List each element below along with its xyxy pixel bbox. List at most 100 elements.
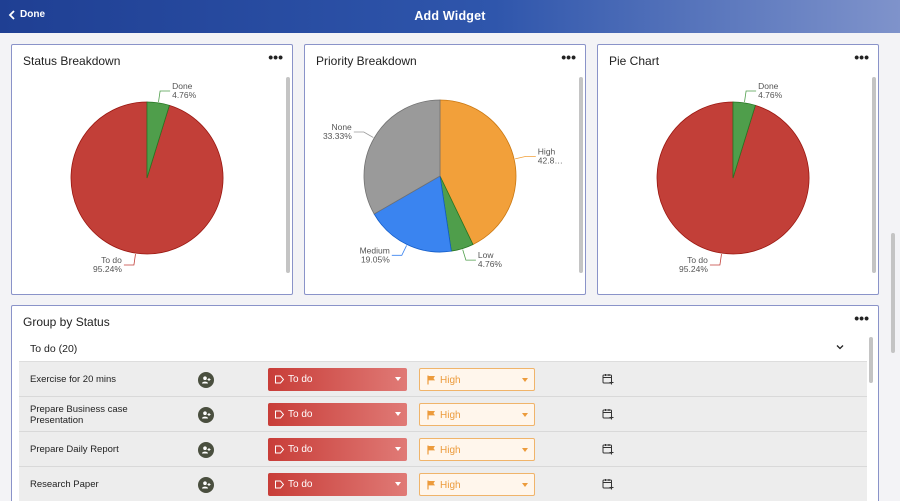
group-label: To do (20)	[30, 343, 78, 355]
pie-slice-medium[interactable]	[373, 175, 452, 253]
chevron-left-icon	[8, 9, 15, 20]
priority-dropdown[interactable]: High	[419, 438, 535, 461]
status-value: To do	[288, 374, 313, 385]
priority-value: High	[440, 480, 461, 491]
tag-icon	[275, 375, 284, 384]
table-row[interactable]: Prepare Business case Presentation To do H…	[19, 397, 867, 432]
table-row[interactable]: Research Paper To do High	[19, 467, 867, 501]
slice-label: To do	[687, 255, 708, 265]
status-dropdown[interactable]: To do	[268, 403, 407, 426]
slice-value: 4.76%	[758, 90, 783, 100]
tag-icon	[275, 480, 284, 489]
assignee-button[interactable]	[198, 372, 214, 388]
caret-down-icon	[395, 447, 401, 451]
priority-dropdown[interactable]: High	[419, 368, 535, 391]
leader-line	[158, 90, 171, 102]
leader-line	[123, 254, 136, 266]
calendar-add-icon[interactable]	[602, 478, 614, 490]
priority-value: High	[440, 375, 461, 386]
slice-value: 33.33%	[323, 131, 352, 141]
slice-value: 4.76%	[172, 90, 197, 100]
scrollbar[interactable]	[286, 77, 290, 273]
priority-dropdown[interactable]: High	[419, 473, 535, 496]
page-scrollbar[interactable]	[891, 233, 895, 353]
slice-value: 95.24%	[93, 264, 122, 274]
scrollbar[interactable]	[872, 77, 876, 273]
task-name[interactable]: Exercise for 20 mins	[30, 374, 117, 385]
caret-down-icon	[395, 482, 401, 486]
add-assignee-icon	[202, 376, 211, 384]
slice-value: 19.05%	[361, 254, 390, 264]
page-title: Add Widget	[414, 9, 486, 23]
table-row[interactable]: Prepare Daily Report To do High	[19, 432, 867, 467]
widget-priority-breakdown: Priority Breakdown ••• High 42.8… Low 4.76%…	[304, 44, 586, 295]
leader-line	[462, 249, 476, 261]
widget-title: Group by Status	[23, 315, 110, 329]
widget-title: Status Breakdown	[23, 54, 121, 68]
caret-down-icon	[522, 413, 528, 417]
widget-menu-button[interactable]: •••	[561, 49, 576, 65]
task-name[interactable]: Prepare Business case Presentation	[30, 404, 128, 426]
group-header-todo[interactable]: To do (20)	[19, 336, 867, 362]
slice-value: 4.76%	[478, 259, 503, 269]
tag-icon	[275, 445, 284, 454]
done-button[interactable]: Done	[8, 9, 45, 20]
slice-label: To do	[101, 255, 122, 265]
chevron-down-icon[interactable]	[835, 342, 845, 352]
status-dropdown[interactable]: To do	[268, 368, 407, 391]
task-name[interactable]: Prepare Daily Report	[30, 444, 119, 455]
table-row[interactable]: Exercise for 20 mins To do High	[19, 362, 867, 397]
task-name[interactable]: Research Paper	[30, 479, 99, 490]
pie-slice-none[interactable]	[363, 99, 441, 215]
slice-label: None	[331, 122, 352, 132]
priority-value: High	[440, 445, 461, 456]
status-value: To do	[288, 479, 313, 490]
widget-title: Priority Breakdown	[316, 54, 417, 68]
caret-down-icon	[522, 483, 528, 487]
slice-label: Done	[172, 81, 193, 91]
slice-label: Low	[478, 250, 494, 260]
leader-line	[515, 156, 536, 160]
assignee-button[interactable]	[198, 442, 214, 458]
assignee-button[interactable]	[198, 477, 214, 493]
list-scrollbar[interactable]	[869, 337, 873, 383]
tag-icon	[275, 410, 284, 419]
slice-label: Medium	[360, 245, 390, 255]
priority-dropdown[interactable]: High	[419, 403, 535, 426]
slice-label: Done	[758, 81, 779, 91]
add-assignee-icon	[202, 446, 211, 454]
flag-icon	[427, 375, 435, 385]
leader-line	[744, 90, 757, 102]
assignee-button[interactable]	[198, 407, 214, 423]
top-bar: Done Add Widget	[0, 0, 900, 33]
widget-pie-chart: Pie Chart ••• To do 95.24% Done 4.76%	[597, 44, 879, 295]
scrollbar[interactable]	[579, 77, 583, 273]
leader-line	[353, 131, 374, 138]
calendar-add-icon[interactable]	[602, 408, 614, 420]
pie-slice-high[interactable]	[439, 99, 517, 246]
widget-menu-button[interactable]: •••	[854, 310, 869, 326]
priority-value: High	[440, 410, 461, 421]
widget-title: Pie Chart	[609, 54, 660, 68]
slice-value: 42.8…	[538, 155, 563, 165]
status-dropdown[interactable]: To do	[268, 473, 407, 496]
flag-icon	[427, 410, 435, 420]
pie-slice-done[interactable]	[146, 101, 170, 179]
status-value: To do	[288, 444, 313, 455]
flag-icon	[427, 445, 435, 455]
status-dropdown[interactable]: To do	[268, 438, 407, 461]
widget-menu-button[interactable]: •••	[854, 49, 869, 65]
caret-down-icon	[395, 377, 401, 381]
widget-status-breakdown: Status Breakdown ••• To do 95.24% Done 4.76…	[11, 44, 293, 295]
pie-slice-done[interactable]	[732, 101, 756, 179]
slice-label: High	[538, 146, 556, 156]
calendar-add-icon[interactable]	[602, 373, 614, 385]
done-label: Done	[20, 9, 45, 20]
widget-menu-button[interactable]: •••	[268, 49, 283, 65]
status-value: To do	[288, 409, 313, 420]
calendar-add-icon[interactable]	[602, 443, 614, 455]
add-assignee-icon	[202, 481, 211, 489]
